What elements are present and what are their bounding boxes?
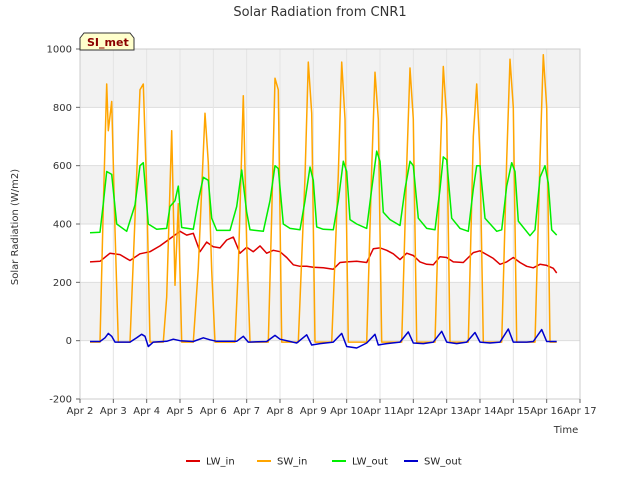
x-tick-label: Apr 6 (200, 406, 227, 417)
badge-label: SI_met (87, 36, 129, 49)
y-tick-label: 1000 (47, 45, 72, 56)
x-tick-label: Apr 17 (563, 406, 596, 417)
x-axis-title: Time (553, 425, 578, 436)
plot-area (80, 49, 580, 399)
chart-title: Solar Radiation from CNR1 (233, 5, 406, 20)
x-tick-label: Apr 10 (330, 406, 363, 417)
plot-band (80, 282, 580, 341)
x-tick-label: Apr 2 (67, 406, 94, 417)
y-tick-label: 600 (53, 161, 72, 172)
badge-box (79, 32, 135, 51)
y-tick-label: 800 (53, 103, 72, 114)
legend-label: LW_out (352, 457, 388, 468)
plot-band (80, 49, 580, 108)
y-tick-label: -200 (49, 395, 72, 406)
x-axis-ticks: Apr 2 Apr 3 Apr 4 Apr 5 Apr 6 Apr 7 Apr 8 Apr 9… (67, 399, 597, 417)
x-tick-label: Apr 9 (300, 406, 327, 417)
x-tick-label: Apr 12 (397, 406, 430, 417)
series-layer (89, 54, 558, 349)
y-axis-ticks: -200 0 200 400 600 800 1000 (47, 45, 80, 406)
y-axis-title: Solar Radiation (W/m2) (10, 169, 21, 285)
series-line-sw-out (90, 328, 557, 349)
x-tick-label: Apr 13 (430, 406, 463, 417)
x-tick-label: Apr 7 (233, 406, 260, 417)
y-tick-label: 400 (53, 220, 72, 231)
x-tick-label: Apr 3 (100, 406, 127, 417)
legend-label: LW_in (206, 457, 235, 468)
legend-label: SW_out (424, 457, 462, 468)
plot-band (80, 107, 580, 166)
y-tick-label: 0 (66, 336, 72, 347)
series-line-lw-out (89, 150, 558, 237)
x-tick-label: Apr 4 (133, 406, 160, 417)
series-line-sw-in (90, 54, 557, 343)
legend: LW_in SW_in LW_out SW_out (186, 457, 462, 468)
site-badge: SI_met (79, 32, 135, 51)
x-tick-label: Apr 5 (167, 406, 194, 417)
plot-band (80, 224, 580, 283)
x-tick-label: Apr 16 (530, 406, 563, 417)
series-line-lw-in (89, 230, 558, 274)
plot-band (80, 165, 580, 224)
x-tick-label: Apr 8 (267, 406, 294, 417)
plot-band (80, 340, 580, 399)
y-tick-label: 200 (53, 278, 72, 289)
x-tick-label: Apr 11 (363, 406, 396, 417)
x-tick-label: Apr 14 (463, 406, 496, 417)
legend-label: SW_in (277, 457, 307, 468)
x-tick-label: Apr 15 (497, 406, 530, 417)
